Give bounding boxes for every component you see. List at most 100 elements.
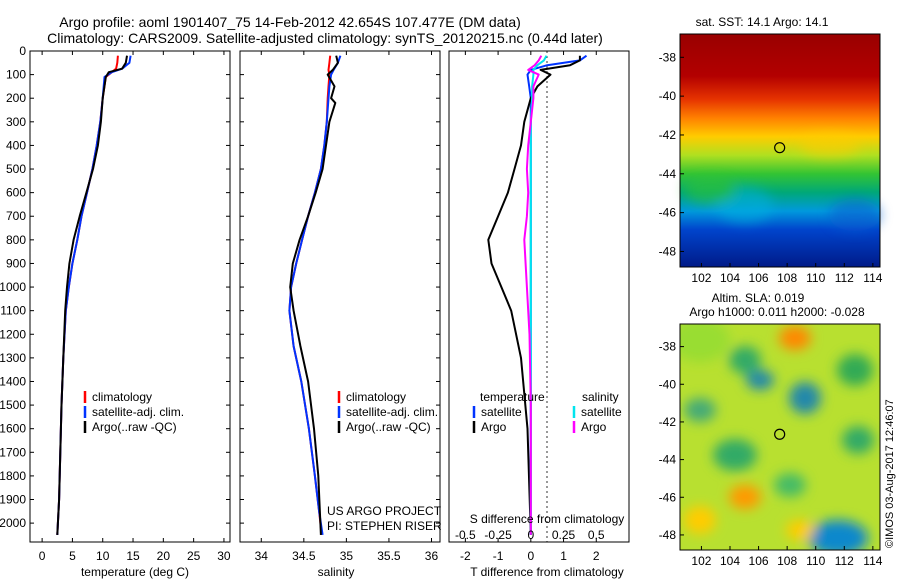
lon-tick-label: 108 [777, 271, 797, 285]
legend-temperature-title: temperature [480, 390, 545, 404]
salinity-depth-ticks [240, 50, 440, 524]
lon-tick-label: 110 [806, 554, 825, 568]
depth-tick-label: 1600 [0, 422, 26, 436]
depth-tick-label: 1200 [0, 327, 26, 341]
sst-map-title: sat. SST: 14.1 Argo: 14.1 [696, 15, 829, 29]
argo-position-marker [774, 142, 786, 154]
temperature-axes-frame [29, 50, 231, 543]
temperature-x-ticks: 0 5 10 15 20 25 30 [39, 51, 231, 563]
depth-tick-label: 400 [6, 138, 26, 152]
legend-argo-label: Argo(..raw -QC) [92, 420, 177, 434]
figure-title-line2: Climatology: CARS2009. Satellite-adjuste… [47, 30, 603, 46]
lat-tick-label: -44 [659, 453, 677, 467]
temperature-panel: 0100200300400500600700800900100011001200… [0, 44, 231, 579]
lon-tick-label: 110 [806, 271, 825, 285]
lat-tick-label: -42 [659, 128, 677, 142]
sla-blob [789, 382, 821, 414]
depth-tick-label: 2000 [0, 516, 26, 530]
lat-tick-label: -44 [659, 167, 677, 181]
temperature-x-label: temperature (deg C) [81, 565, 189, 579]
x-tick-label: -1 [493, 549, 504, 563]
difference-axes-frame [448, 50, 630, 543]
sla-blob [729, 346, 761, 374]
depth-tick-label: 1700 [0, 445, 26, 459]
legend-salinity-title: salinity [582, 390, 619, 404]
depth-tick-label: 1100 [0, 304, 26, 318]
lat-tick-label: -46 [659, 490, 677, 504]
x-tick-label: 25 [187, 549, 201, 563]
depth-tick-label: 200 [6, 91, 26, 105]
lat-tick-label: -48 [659, 528, 677, 542]
sla-axes-frame [679, 323, 881, 551]
depth-tick-label: 100 [6, 68, 26, 82]
legend-t-argo-label: Argo [481, 420, 507, 434]
profile-line [56, 55, 128, 535]
depth-tick-label: 500 [6, 162, 26, 176]
x-tick-label: 30 [217, 549, 231, 563]
sla-blob [808, 520, 868, 550]
sla-blob [774, 473, 806, 497]
temperature-profile-lines [56, 55, 132, 535]
lat-tick-label: -48 [659, 244, 677, 258]
x-tick-label: 34.5 [292, 549, 316, 563]
imos-credit: ©IMOS 03-Aug-2017 12:46:07 [884, 399, 896, 548]
sla-map-panel: Altim. SLA: 0.019 Argo h1000: 0.011 h200… [659, 291, 883, 568]
s-tick-label: 0.5 [588, 528, 605, 542]
x-tick-label: 20 [157, 549, 171, 563]
salinity-panel: 34 34.5 35 35.5 36 salinity climatology sate… [239, 50, 442, 579]
difference-profile-lines [487, 54, 588, 535]
difference-x-label: T difference from climatology [470, 565, 624, 579]
depth-tick-label: 600 [6, 186, 26, 200]
profile-line [529, 55, 548, 535]
legend-climatology-label: climatology [92, 390, 152, 404]
depth-tick-label: 1000 [0, 280, 26, 294]
salinity-x-label: salinity [318, 565, 355, 579]
x-tick-label: 35.5 [377, 549, 401, 563]
x-tick-label: -2 [460, 549, 471, 563]
salinity-legend: climatology satellite-adj. clim. Argo(..… [337, 390, 438, 434]
salinity-profile-lines [288, 55, 342, 536]
sla-blob [713, 439, 757, 471]
x-tick-label: 36 [425, 549, 439, 563]
sla-map-title-line1: Altim. SLA: 0.019 [712, 291, 805, 305]
sla-blob [746, 370, 774, 390]
x-tick-label: 10 [96, 549, 110, 563]
lon-tick-label: 104 [720, 271, 740, 285]
sla-blob [684, 398, 716, 422]
profile-line [289, 55, 339, 535]
legend-satellite-label: satellite-adj. clim. [346, 405, 438, 419]
lat-tick-label: -38 [659, 340, 677, 354]
project-annotation-line1: US ARGO PROJECT [327, 504, 442, 518]
temperature-legend: climatology satellite-adj. clim. Argo(..… [83, 390, 184, 434]
lon-tick-label: 102 [691, 271, 711, 285]
sst-map-panel: sat. SST: 14.1 Argo: 14.1 102 104 106 108 11… [659, 15, 883, 285]
sla-ticks: 102 104 106 108 110 112 114 -38 -40 -42 -44 -46 -48 [659, 340, 883, 568]
depth-tick-label: 0 [19, 44, 26, 58]
depth-tick-label: 1500 [0, 398, 26, 412]
depth-tick-label: 300 [6, 115, 26, 129]
s-tick-label: 0.25 [552, 528, 576, 542]
profile-line [487, 55, 581, 535]
depth-tick-label: 800 [6, 233, 26, 247]
depth-tick-label: 1300 [0, 351, 26, 365]
s-tick-label: 0 [527, 528, 534, 542]
legend-s-satellite-label: satellite [581, 405, 622, 419]
legend-climatology-label: climatology [346, 390, 406, 404]
sst-cool-patch [829, 199, 881, 231]
legend-argo-label: Argo(..raw -QC) [346, 420, 431, 434]
lat-tick-label: -40 [659, 377, 677, 391]
depth-tick-label: 1800 [0, 469, 26, 483]
sla-blob [786, 520, 814, 540]
x-tick-label: 2 [593, 549, 600, 563]
x-tick-label: 0 [39, 549, 46, 563]
lat-tick-label: -42 [659, 415, 677, 429]
difference-panel: -2 -1 0 1 2 T difference from climatology S … [448, 50, 630, 579]
depth-tick-label: 900 [6, 256, 26, 270]
legend-t-satellite-label: satellite [481, 405, 522, 419]
sst-axes-frame [679, 33, 881, 268]
lon-tick-label: 108 [777, 554, 797, 568]
profile-line [523, 55, 543, 535]
sla-blob [729, 485, 761, 509]
depth-tick-label: 700 [6, 209, 26, 223]
legend-satellite-label: satellite-adj. clim. [92, 405, 184, 419]
